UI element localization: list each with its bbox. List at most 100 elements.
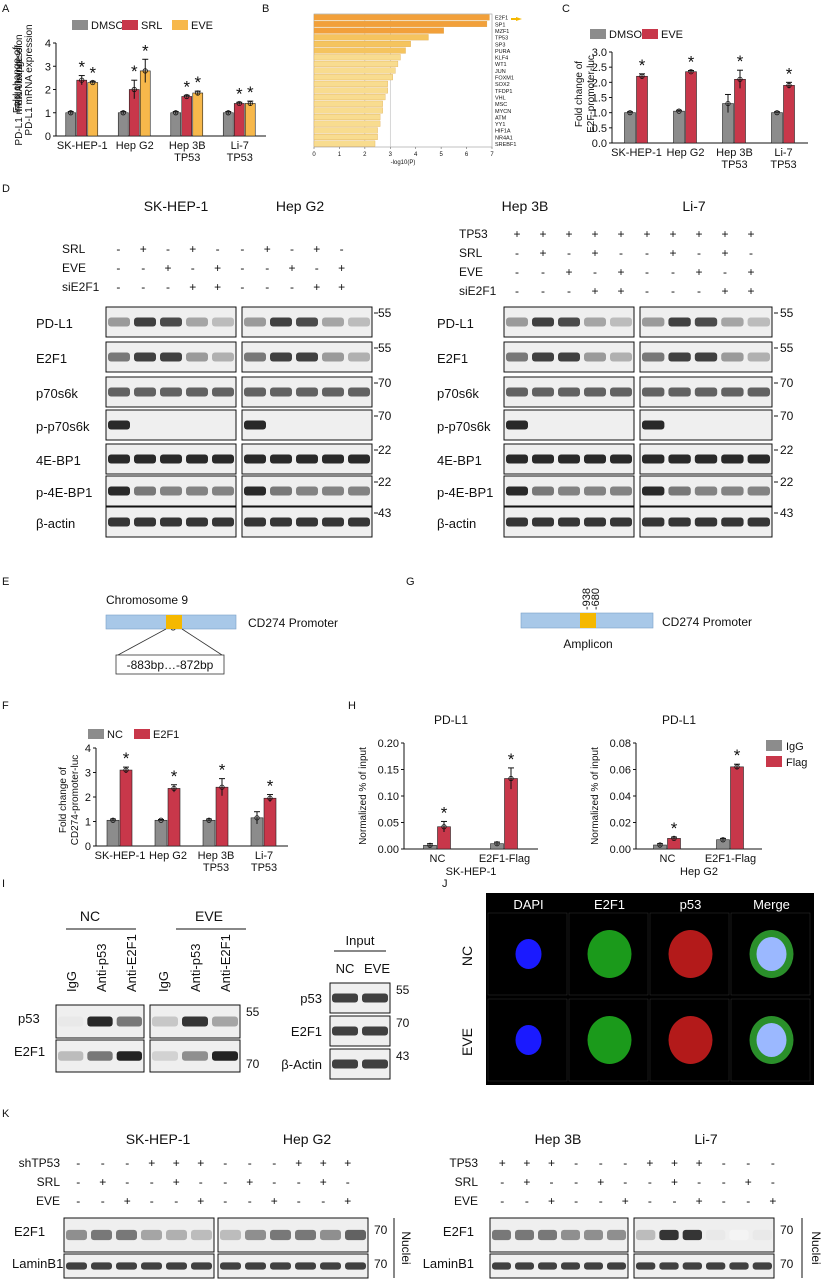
data-point [627,110,633,116]
significance-star: * [131,62,138,81]
band [558,454,580,464]
data-point [68,110,74,116]
treatment-sign: - [315,261,319,275]
mw-marker: 70 [780,1223,794,1237]
band [295,1229,316,1241]
bar [222,112,234,137]
y-tick-label: 0.04 [610,791,631,803]
blot-label: LaminB1 [423,1256,474,1271]
band [332,993,358,1003]
blot-label: p-p70s6k [36,419,90,434]
treatment-sign: + [313,242,320,256]
band [610,352,632,362]
channel-label: Merge [753,897,790,912]
band [270,317,292,327]
band [515,1262,534,1270]
treatment-sign: + [622,1194,629,1208]
zoom-line [181,628,223,656]
x-tick-label: 4 [414,152,418,158]
band [322,486,344,496]
treatment-sign: - [223,1156,227,1170]
bar [783,85,795,144]
band [348,387,370,397]
x-tick-label: TP53 [770,159,796,171]
band [160,517,182,527]
bar [192,92,204,137]
treatment-sign: - [623,1156,627,1170]
x-tick-label: 2 [363,152,367,158]
blot-label: p53 [300,991,322,1006]
band [322,517,344,527]
x-tick-label: TP53 [721,159,747,171]
band [244,352,266,362]
treatment-sign: - [150,1175,154,1189]
y-axis-title: PD-L1 mRNA expression [24,24,35,135]
y-axis-title: Normalized % of input [358,747,369,845]
band [747,387,770,397]
treatment-sign: - [619,246,623,260]
band [212,317,234,327]
legend-swatch [642,29,658,39]
x-tick-label: Hep 3B [716,147,753,159]
band [348,454,370,464]
bar [87,82,99,137]
blot-label: p53 [18,1011,40,1026]
group-label: NC [80,908,100,924]
bar [636,75,648,144]
y-tick-label: 2.0 [592,77,607,89]
treatment-sign: + [344,1156,351,1170]
significance-star: * [508,750,515,769]
treatment-sign: - [191,261,195,275]
treatment-sign: - [166,280,170,294]
bar-label: MYCN [495,109,511,115]
cell-line-title: SK-HEP-1 [144,198,209,214]
band [152,1016,178,1027]
data-point [508,775,514,782]
mw-marker: 22 [780,443,794,457]
band [506,317,528,327]
treatment-sign: + [320,1156,327,1170]
y-tick-label: 0.0 [592,138,607,150]
band [270,1229,291,1241]
y-axis-title: Fold change of [12,47,23,113]
x-tick-label: 3 [389,152,393,158]
bar [313,14,490,21]
band [108,420,130,430]
y-tick-label: 0.06 [610,765,631,777]
y-tick-label: 0.15 [378,765,399,777]
legend-label: EVE [661,29,683,41]
band [116,1016,142,1027]
band [91,1262,112,1270]
sequence-box [115,654,225,675]
x-tick-label: TP53 [174,152,200,164]
bar [202,819,216,847]
channel-label: E2F1 [594,897,625,912]
blot-label: E2F1 [437,351,468,366]
treatment-sign: - [697,246,701,260]
bar [734,79,746,144]
blot-strip [489,1217,629,1253]
band [558,387,580,397]
bar [313,94,386,101]
channel-label: DAPI [513,897,543,912]
mw-marker: 43 [378,506,392,520]
band [191,1262,212,1270]
cell-line-title: Hep 3B [502,198,549,214]
treatment-sign: - [166,242,170,256]
treatment-sign: + [696,1194,703,1208]
chromosome-title: Chromosome 9 [106,593,188,607]
plot-frame [313,13,493,148]
blot-strip [633,1217,775,1253]
blot-label: PD-L1 [437,316,474,331]
bar [685,71,697,144]
blot-strip [217,1217,369,1253]
treatment-sign: + [313,280,320,294]
data-point [171,785,177,792]
band [186,517,208,527]
treatment-sign: - [697,284,701,298]
treatment-sign: - [645,246,649,260]
panel-letter-e: E [2,576,9,588]
treatment-sign: - [500,1175,504,1189]
treatment-sign: - [174,1194,178,1208]
